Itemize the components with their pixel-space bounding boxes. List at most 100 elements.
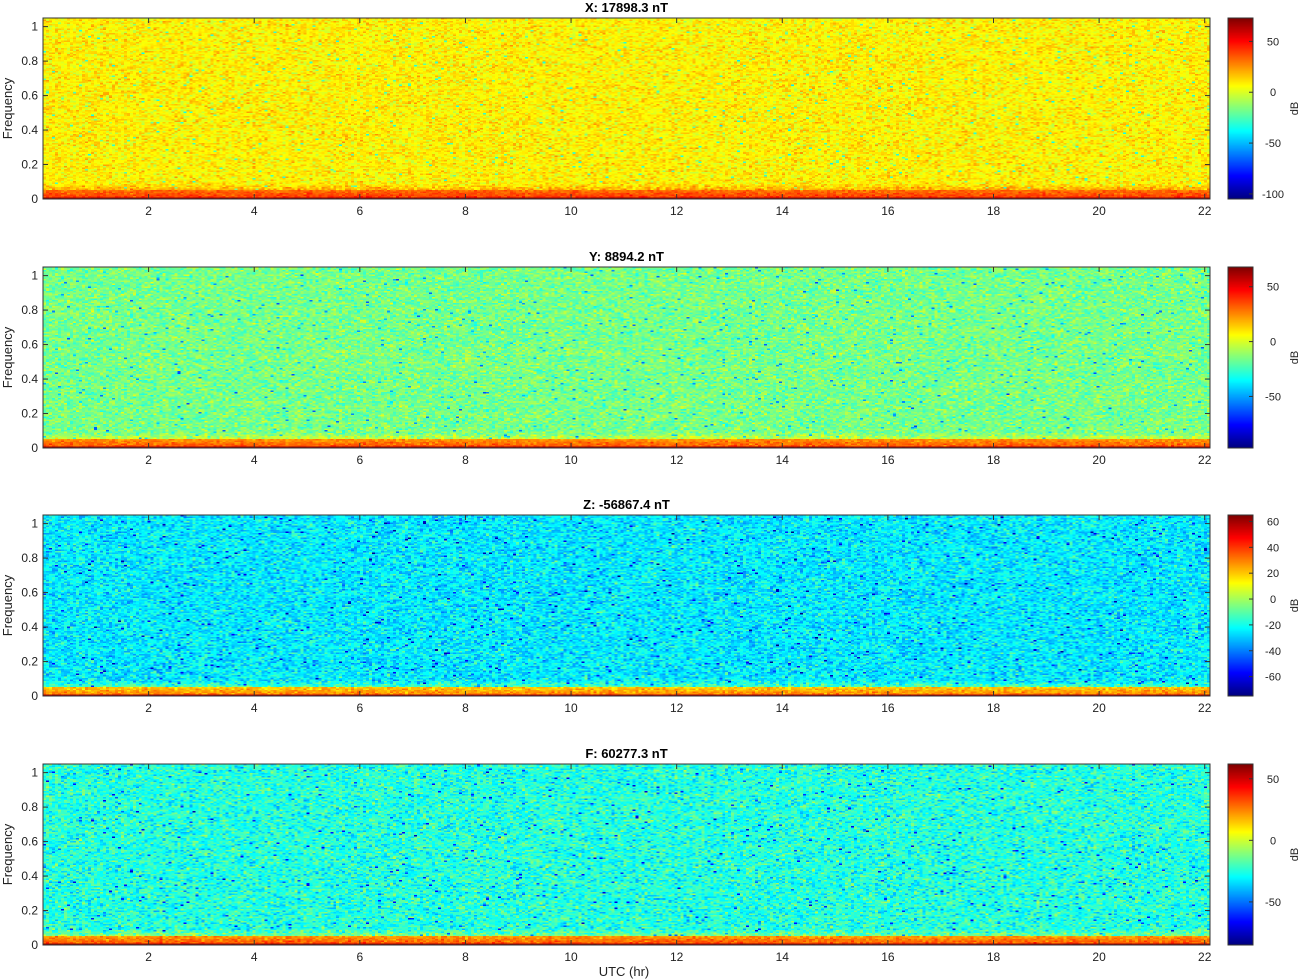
plot-frame xyxy=(42,17,1211,200)
colorbar-frame xyxy=(1227,17,1254,200)
colorbar-tick-label: 0 xyxy=(1270,594,1276,606)
spectrogram-panel: F: 60277.3 nT2 4 6 8 10 12 14 16 18 20 2200.20.40.… xyxy=(0,746,1301,964)
plot-frame xyxy=(42,763,1211,946)
x-tick-label: 22 xyxy=(1198,204,1212,218)
y-tick-label: 0.8 xyxy=(21,551,38,565)
colorbar-tick-label: 50 xyxy=(1267,282,1279,294)
colorbar-frame xyxy=(1227,763,1254,946)
colorbar-tick-label: -50 xyxy=(1265,138,1281,150)
x-tick-label: 10 xyxy=(564,453,578,467)
x-tick-label: 4 xyxy=(251,453,258,467)
colorbar-label: dB xyxy=(1289,599,1301,612)
y-tick-label: 0.6 xyxy=(21,835,38,849)
y-tick-label: 0.2 xyxy=(21,407,38,421)
x-tick-label: 6 xyxy=(356,453,363,467)
x-tick-label: 2 xyxy=(145,204,152,218)
x-tick-label: 2 xyxy=(145,701,152,715)
colorbar-tick-label: 50 xyxy=(1267,36,1279,48)
x-tick-label: 20 xyxy=(1092,453,1106,467)
plot-frame xyxy=(42,266,1211,449)
y-tick-label: 1 xyxy=(31,766,38,780)
y-tick-label: 0.2 xyxy=(21,904,38,918)
x-tick-label: 20 xyxy=(1092,701,1106,715)
panel-title: X: 17898.3 nT xyxy=(585,0,668,15)
x-tick-label: 10 xyxy=(564,950,578,964)
x-tick-label: 16 xyxy=(881,453,895,467)
spectrogram-heatmap xyxy=(43,18,1210,199)
spectrogram-heatmap xyxy=(43,267,1210,448)
y-tick-label: 0 xyxy=(31,689,38,703)
colorbar-tick-label: -40 xyxy=(1265,646,1281,658)
x-tick-label: 22 xyxy=(1198,453,1212,467)
x-tick-label: 10 xyxy=(564,701,578,715)
x-tick-label: 18 xyxy=(987,950,1001,964)
y-tick-label: 0.8 xyxy=(21,303,38,317)
y-tick-label: 1 xyxy=(31,269,38,283)
x-tick-label: 8 xyxy=(462,701,469,715)
x-tick-label: 12 xyxy=(670,204,684,218)
x-tick-label: 20 xyxy=(1092,950,1106,964)
spectrogram-panel: X: 17898.3 nT2 4 6 8 10 12 14 16 18 20 2200.20.40.… xyxy=(0,0,1301,218)
spectrogram-panel: Z: -56867.4 nT2 4 6 8 10 12 14 16 18 20 2200.20.40… xyxy=(0,497,1301,715)
x-tick-label: 8 xyxy=(462,950,469,964)
y-tick-label: 0.4 xyxy=(21,372,38,386)
y-tick-label: 0.4 xyxy=(21,620,38,634)
colorbar xyxy=(1228,515,1253,696)
x-tick-label: 22 xyxy=(1198,701,1212,715)
y-tick-label: 1 xyxy=(31,517,38,531)
spectrogram-panel: Y: 8894.2 nT2 4 6 8 10 12 14 16 18 20 2200.20.40.6… xyxy=(0,249,1301,467)
x-axis-label: UTC (hr) xyxy=(599,964,650,979)
x-tick-label: 16 xyxy=(881,204,895,218)
colorbar-tick-label: 60 xyxy=(1267,516,1279,528)
colorbar-tick-label: 0 xyxy=(1270,87,1276,99)
colorbar-tick-label: -20 xyxy=(1265,620,1281,632)
colorbar-tick-label: -50 xyxy=(1265,391,1281,403)
y-tick-label: 0.8 xyxy=(21,54,38,68)
x-tick-label: 16 xyxy=(881,950,895,964)
y-tick-label: 0.6 xyxy=(21,586,38,600)
y-tick-label: 0.8 xyxy=(21,800,38,814)
y-tick-label: 0.4 xyxy=(21,123,38,137)
x-tick-label: 12 xyxy=(670,453,684,467)
x-tick-label: 14 xyxy=(776,204,790,218)
colorbar-label: dB xyxy=(1289,351,1301,364)
x-tick-label: 2 xyxy=(145,950,152,964)
x-tick-label: 22 xyxy=(1198,950,1212,964)
x-tick-label: 18 xyxy=(987,453,1001,467)
spectrogram-heatmap xyxy=(43,515,1210,696)
y-axis-label: Frequency xyxy=(0,326,15,388)
x-tick-label: 16 xyxy=(881,701,895,715)
y-tick-label: 1 xyxy=(31,20,38,34)
x-tick-label: 20 xyxy=(1092,204,1106,218)
colorbar-tick-label: 0 xyxy=(1270,337,1276,349)
y-axis-label: Frequency xyxy=(0,823,15,885)
spectrogram-heatmap xyxy=(43,764,1210,945)
colorbar-tick-label: 40 xyxy=(1267,542,1279,554)
colorbar-tick-label: 50 xyxy=(1267,774,1279,786)
y-tick-label: 0 xyxy=(31,192,38,206)
y-tick-label: 0.4 xyxy=(21,869,38,883)
x-tick-label: 4 xyxy=(251,701,258,715)
x-tick-label: 10 xyxy=(564,204,578,218)
colorbar-tick-label: 20 xyxy=(1267,568,1279,580)
colorbar-tick-label: -100 xyxy=(1262,189,1284,201)
plot-frame xyxy=(42,514,1211,697)
x-tick-label: 14 xyxy=(776,453,790,467)
colorbar xyxy=(1228,267,1253,448)
panel-title: F: 60277.3 nT xyxy=(585,746,667,761)
colorbar-tick-label: -50 xyxy=(1265,897,1281,909)
x-tick-label: 12 xyxy=(670,701,684,715)
x-tick-label: 12 xyxy=(670,950,684,964)
colorbar-label: dB xyxy=(1289,102,1301,115)
x-tick-label: 18 xyxy=(987,701,1001,715)
y-tick-label: 0 xyxy=(31,441,38,455)
colorbar-tick-label: -60 xyxy=(1265,672,1281,684)
x-tick-label: 8 xyxy=(462,204,469,218)
x-tick-label: 2 xyxy=(145,453,152,467)
y-axis-label: Frequency xyxy=(0,77,15,139)
y-tick-label: 0.2 xyxy=(21,655,38,669)
y-tick-label: 0.6 xyxy=(21,338,38,352)
x-tick-label: 4 xyxy=(251,950,258,964)
